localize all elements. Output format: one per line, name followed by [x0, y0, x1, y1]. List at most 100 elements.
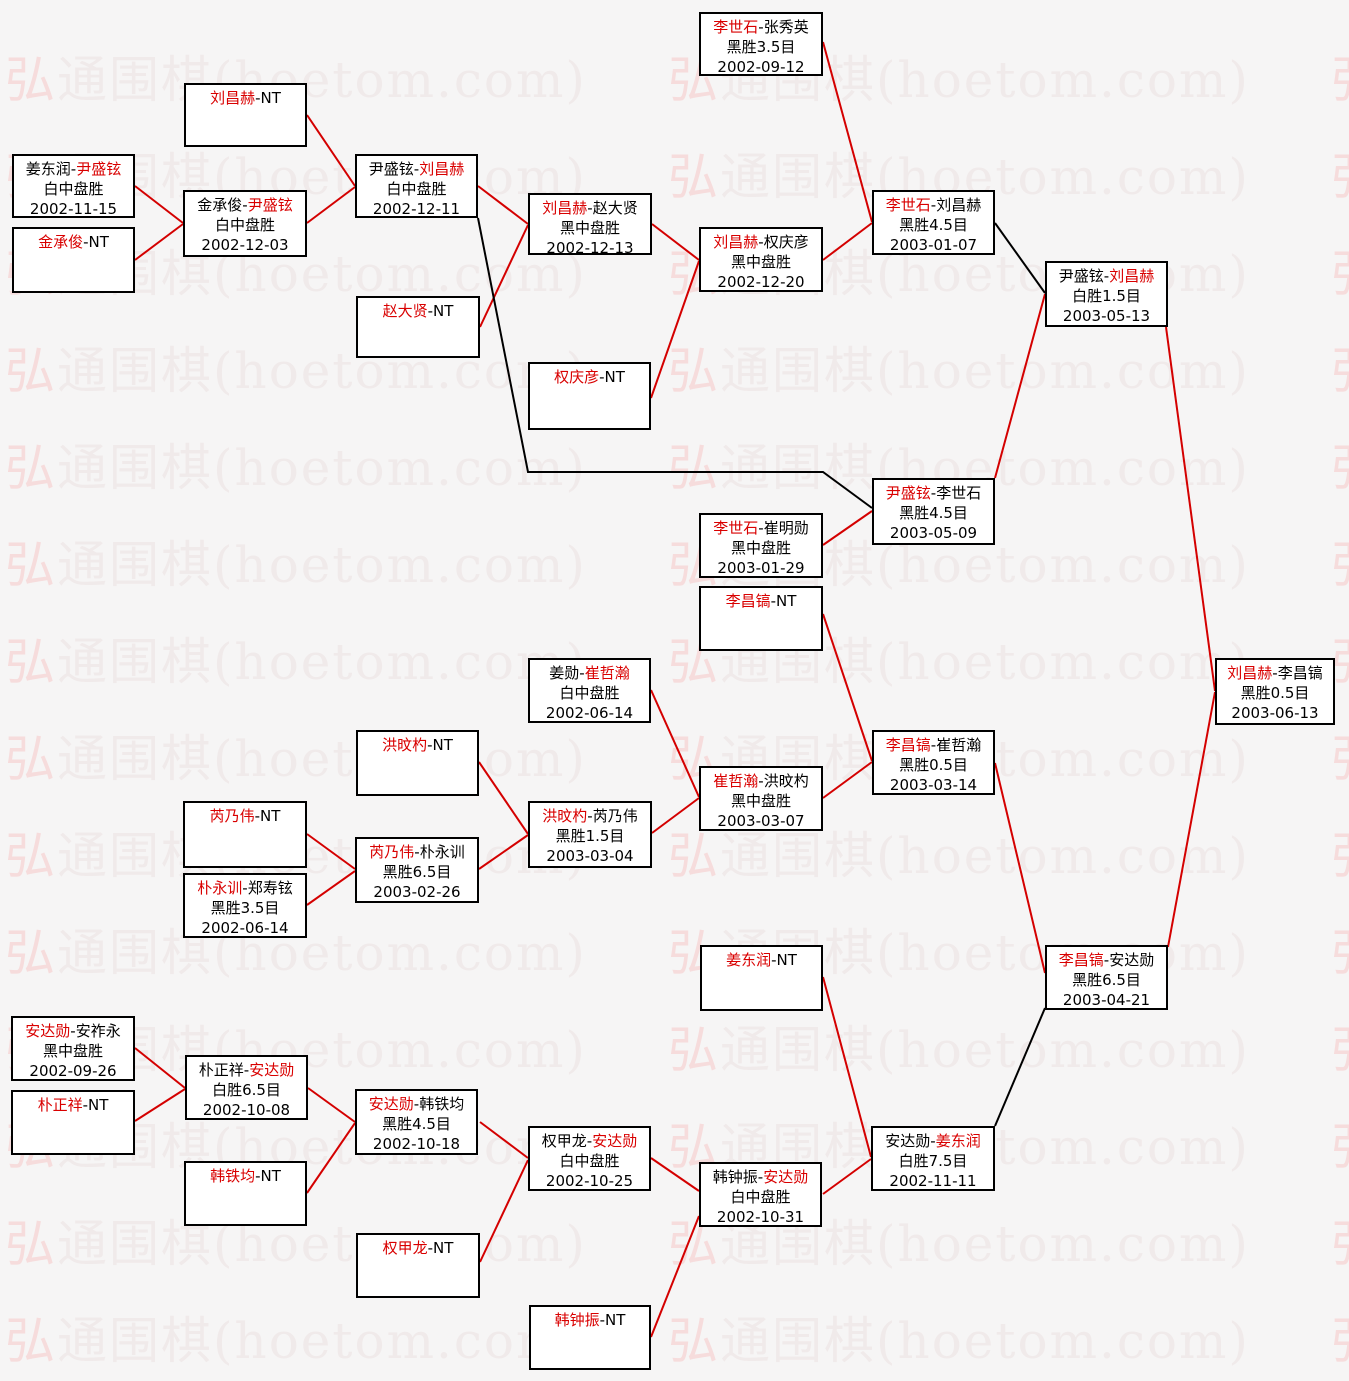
- match-players: 朴正祥-安达勋: [187, 1060, 306, 1080]
- winner-path-line: [306, 114, 356, 187]
- match-players: 洪旼杓-芮乃伟: [530, 806, 650, 826]
- match-box: 姜东润-尹盛铉 白中盘胜 2002-11-15: [12, 154, 135, 218]
- match-result: 黑胜0.5目: [1240, 684, 1310, 702]
- match-box: 李世石-崔明勋 黑中盘胜 2003-01-29: [699, 513, 823, 578]
- player-name: 安达勋-: [885, 1132, 936, 1150]
- bracket-line: [994, 1007, 1046, 1127]
- match-date: 2003-02-26: [373, 883, 461, 901]
- match-result: 白中盘胜: [559, 1152, 620, 1170]
- winner-name: 李世石: [713, 18, 759, 36]
- winner-path-line: [650, 1215, 700, 1338]
- player-name: -NT: [770, 592, 797, 610]
- match-players: 姜东润-尹盛铉: [14, 159, 133, 179]
- match-date: 2003-05-09: [889, 524, 978, 542]
- player-name: -洪旼杓: [758, 772, 809, 790]
- player-name: 尹盛铉-: [1058, 267, 1110, 285]
- winner-name: 李昌镐: [885, 736, 931, 754]
- winner-name: 尹盛铉: [76, 160, 122, 178]
- player-name: -崔明勋: [758, 519, 809, 537]
- match-box: 洪旼杓-NT: [356, 730, 479, 796]
- winner-path-line: [306, 186, 356, 224]
- match-box: 金承俊-尹盛铉 白中盘胜 2002-12-03: [183, 190, 307, 257]
- match-players: 韩钟振-安达勋: [701, 1167, 820, 1187]
- match-box: 李昌镐-安达勋 黑胜6.5目 2003-04-21: [1045, 945, 1168, 1010]
- match-result: 黑胜6.5目: [1072, 971, 1141, 989]
- match-date: 2003-01-29: [717, 559, 805, 577]
- player-name: -赵大贤: [587, 199, 638, 217]
- player-name: -NT: [427, 1239, 454, 1257]
- match-box: 尹盛铉-刘昌赫 白中盘胜 2002-12-11: [355, 154, 478, 218]
- winner-name: 姜东润: [726, 951, 772, 969]
- player-name: -NT: [427, 736, 453, 754]
- match-box: 赵大贤-NT: [356, 296, 480, 358]
- winner-path-line: [479, 1159, 529, 1263]
- winner-name: 安达勋: [368, 1095, 414, 1113]
- winner-name: 芮乃伟: [209, 807, 255, 825]
- winner-path-line: [822, 1158, 872, 1195]
- match-result: 黑胜4.5目: [382, 1115, 451, 1133]
- match-box: 朴正祥-NT: [11, 1090, 135, 1155]
- winner-name: 赵大贤: [382, 302, 428, 320]
- winner-name: 崔哲瀚: [713, 772, 759, 790]
- winner-path-line: [134, 1088, 186, 1122]
- winner-name: 姜东润: [935, 1132, 981, 1150]
- player-name: -安达勋: [1103, 951, 1155, 969]
- match-date: 2002-10-08: [202, 1101, 291, 1119]
- match-date: 2002-06-14: [201, 919, 289, 937]
- player-name: -安祚永: [70, 1022, 121, 1040]
- match-box: 安达勋-姜东润 白胜7.5目 2002-11-11: [871, 1126, 995, 1191]
- match-date: 2003-03-07: [717, 812, 805, 830]
- match-players: 刘昌赫-赵大贤: [530, 198, 650, 218]
- match-players: 尹盛铉-李世石: [874, 483, 993, 503]
- winner-name: 安达勋: [592, 1132, 638, 1150]
- match-box: 韩钟振-NT: [529, 1305, 651, 1370]
- winner-name: 权甲龙: [382, 1239, 428, 1257]
- match-date: 2003-06-13: [1231, 704, 1319, 722]
- match-date: 2003-05-13: [1062, 307, 1151, 325]
- winner-name: 刘昌赫: [542, 199, 588, 217]
- player-name: -崔哲瀚: [930, 736, 982, 754]
- winner-path-line: [478, 761, 529, 835]
- match-result: 黑中盘胜: [42, 1042, 103, 1060]
- match-box: 李昌镐-NT: [699, 586, 823, 651]
- bracket-line: [477, 217, 873, 509]
- winner-name: 安达勋: [249, 1061, 295, 1079]
- match-box: 刘昌赫-权庆彦 黑中盘胜 2002-12-20: [699, 227, 823, 292]
- match-result: 黑胜1.5目: [555, 827, 625, 845]
- match-result: 白胜7.5目: [898, 1152, 968, 1170]
- match-box: 刘昌赫-李昌镐 黑胜0.5目 2003-06-13: [1215, 658, 1335, 725]
- winner-name: 刘昌赫: [713, 233, 759, 251]
- match-date: 2002-10-18: [372, 1135, 461, 1153]
- winner-name: 李世石: [885, 196, 931, 214]
- winner-path-line: [479, 1121, 529, 1159]
- match-result: 黑胜3.5目: [210, 899, 280, 917]
- match-result: 白中盘胜: [43, 180, 104, 198]
- winner-name: 崔哲瀚: [584, 664, 630, 682]
- match-box: 朴正祥-安达勋 白胜6.5目 2002-10-08: [185, 1055, 308, 1120]
- player-name: -李昌镐: [1272, 664, 1323, 682]
- match-box: 韩钟振-安达勋 白中盘胜 2002-10-31: [699, 1162, 822, 1227]
- winner-path-line: [994, 762, 1046, 974]
- winner-path-line: [994, 293, 1046, 479]
- winner-path-line: [134, 185, 184, 224]
- player-name: 尹盛铉-: [368, 160, 420, 178]
- match-players: 金承俊-NT: [14, 232, 133, 252]
- match-date: 2002-12-03: [201, 236, 289, 254]
- winner-name: 李昌镐: [725, 592, 771, 610]
- match-box: 崔哲瀚-洪旼杓 黑中盘胜 2003-03-07: [699, 766, 823, 831]
- match-date: 2002-11-11: [889, 1172, 977, 1190]
- match-box: 李昌镐-崔哲瀚 黑胜0.5目 2003-03-14: [872, 730, 995, 795]
- player-name: -NT: [254, 807, 281, 825]
- winner-name: 安达勋: [763, 1168, 809, 1186]
- winner-name: 刘昌赫: [419, 160, 465, 178]
- match-result: 黑胜0.5目: [899, 756, 968, 774]
- winner-path-line: [306, 833, 356, 870]
- match-players: 安达勋-姜东润: [873, 1131, 993, 1151]
- match-date: 2002-09-26: [29, 1062, 117, 1080]
- winner-path-line: [306, 1122, 356, 1194]
- match-date: 2002-12-20: [717, 273, 805, 291]
- winner-name: 尹盛铉: [885, 484, 931, 502]
- match-players: 李昌镐-安达勋: [1047, 950, 1166, 970]
